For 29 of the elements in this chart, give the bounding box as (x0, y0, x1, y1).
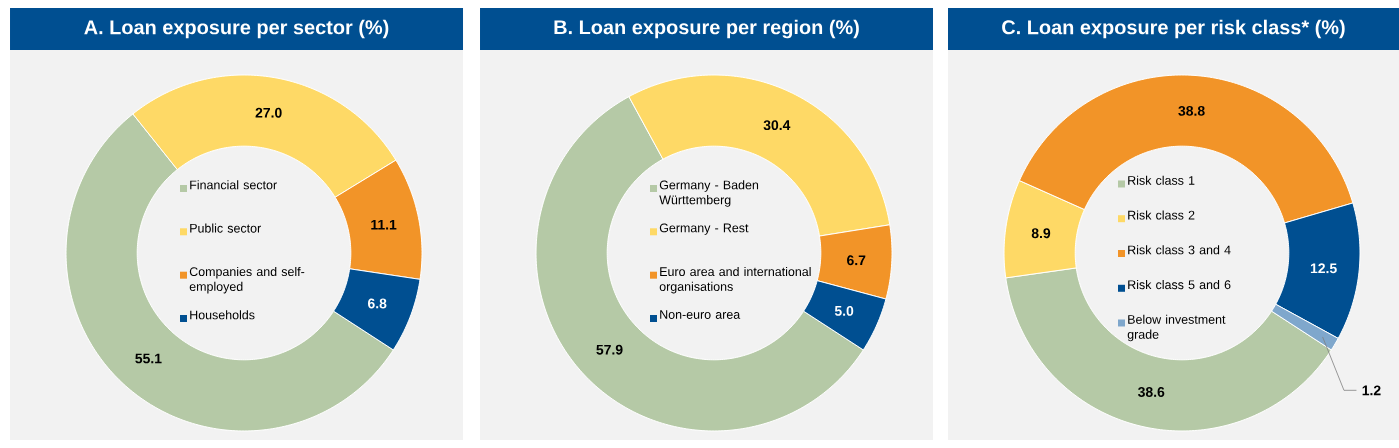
data-label: 6.8 (368, 298, 387, 309)
legend-label: Euro area and international organisations (659, 266, 811, 294)
legend-label: Germany - Rest (659, 223, 749, 235)
data-label: 12.5 (1310, 263, 1337, 274)
data-label: 30.4 (763, 120, 791, 131)
data-label: 11.1 (371, 219, 397, 230)
data-label: 27.0 (255, 107, 282, 118)
data-label: 38.6 (1137, 387, 1165, 397)
legend-label: Companies and self-employed (189, 266, 305, 294)
data-label: 57.9 (596, 344, 623, 355)
legend-label: Risk class 1 (1128, 175, 1195, 185)
legend-label: Non-euro area (660, 310, 741, 319)
legend-label: Households (190, 310, 255, 320)
legend-label: Risk class 3 and 4 (1128, 245, 1231, 255)
legend-label: Germany - Baden Württemberg (659, 180, 759, 207)
data-label: 55.1 (135, 353, 162, 364)
data-label: 1.2 (1362, 385, 1381, 396)
data-label: 8.9 (1031, 228, 1051, 239)
legend-label: Public sector (190, 223, 261, 233)
legend-label: Below investment grade (1127, 314, 1226, 342)
data-label: 38.8 (1178, 105, 1205, 116)
legend-label: Financial sector (190, 180, 277, 190)
chart-title: B. Loan exposure per region (%) (554, 19, 859, 39)
data-label: 6.7 (847, 255, 866, 266)
chart-title: A. Loan exposure per sector (%) (84, 19, 389, 39)
legend-label: Risk class 2 (1128, 210, 1195, 220)
chart-title: C. Loan exposure per risk class* (%) (1002, 19, 1345, 39)
data-label: 5.0 (834, 305, 854, 316)
legend-label: Risk class 5 and 6 (1128, 279, 1231, 290)
